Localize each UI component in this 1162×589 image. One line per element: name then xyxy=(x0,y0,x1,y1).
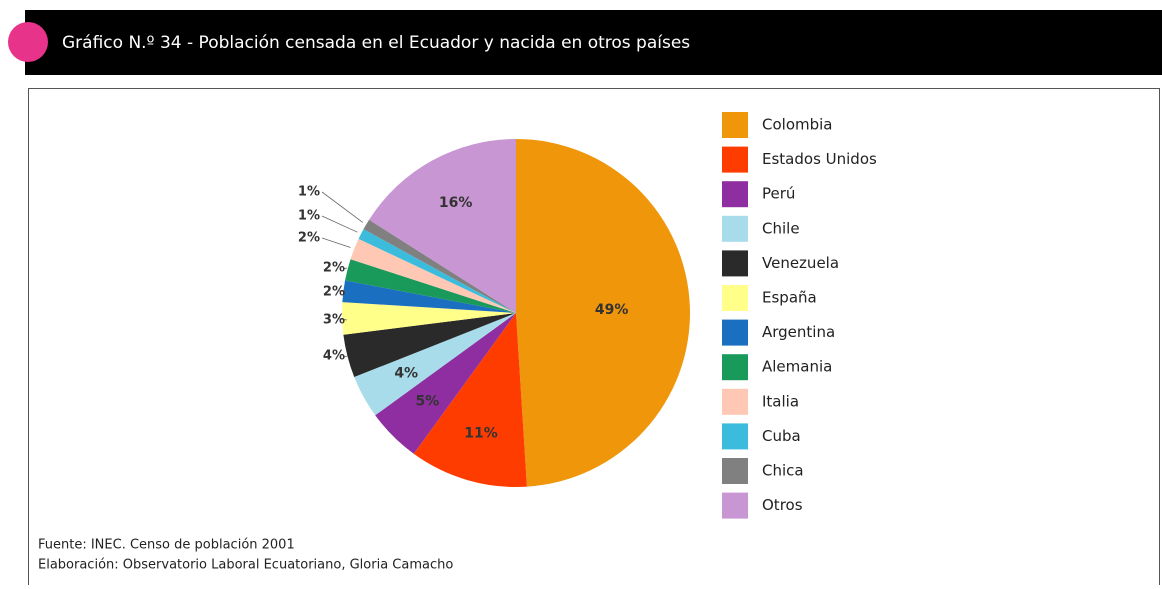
header-dot xyxy=(8,22,48,62)
source-note: Elaboración: Observatorio Laboral Ecuato… xyxy=(38,558,453,573)
legend-swatch xyxy=(722,285,748,311)
pie-slice xyxy=(413,313,527,487)
legend-label: Otros xyxy=(762,496,803,514)
pie-slice xyxy=(350,238,516,313)
value-label: 4% xyxy=(394,365,418,381)
leader-line xyxy=(321,191,364,223)
value-label: 3% xyxy=(323,313,345,328)
legend-swatch xyxy=(722,319,748,346)
legend-label: Italia xyxy=(762,392,799,410)
leader-line xyxy=(338,318,348,321)
pie-slice xyxy=(354,313,516,416)
legend-label: Colombia xyxy=(762,116,833,134)
legend-label: Perú xyxy=(762,185,795,203)
pie-slice xyxy=(363,219,516,313)
chart-title: Gráfico N.º 34 - Población censada en el… xyxy=(62,33,690,53)
value-label: 49% xyxy=(595,302,629,318)
value-label: 4% xyxy=(323,349,345,364)
legend-swatch xyxy=(722,181,748,208)
pie-slice xyxy=(358,229,516,313)
legend-swatch xyxy=(722,388,748,415)
legend-label: Venezuela xyxy=(762,254,839,272)
legend-label: Chile xyxy=(762,219,800,237)
value-label: 2% xyxy=(298,231,320,246)
legend-swatch xyxy=(722,423,748,450)
value-label: 16% xyxy=(439,195,473,211)
pie-slice xyxy=(342,302,516,335)
legend-swatch xyxy=(722,492,748,519)
value-label: 2% xyxy=(323,285,345,300)
leader-line xyxy=(343,355,348,358)
value-label: 2% xyxy=(323,261,345,276)
legend-swatch xyxy=(722,354,748,381)
pie-slice xyxy=(342,280,516,313)
legend-swatch xyxy=(722,146,748,173)
value-label: 5% xyxy=(416,394,440,410)
value-label: 11% xyxy=(464,425,498,441)
legend-swatch xyxy=(722,215,748,242)
header-bar xyxy=(25,10,1162,75)
legend-label: Chica xyxy=(762,462,804,480)
legend-swatch xyxy=(722,250,748,277)
legend-swatch xyxy=(722,458,748,484)
pie-slice xyxy=(343,313,516,378)
legend-label: España xyxy=(762,289,817,307)
value-label: 1% xyxy=(298,209,320,224)
legend-label: Cuba xyxy=(762,427,801,445)
pie-slice xyxy=(516,139,691,487)
pie-slice xyxy=(369,139,516,313)
legend-label: Estados Unidos xyxy=(762,150,877,168)
legend-label: Alemania xyxy=(762,358,832,376)
legend-label: Argentina xyxy=(762,323,835,341)
leader-line xyxy=(339,290,348,293)
leader-line xyxy=(321,215,358,233)
legend-swatch xyxy=(722,112,748,138)
source-note: Fuente: INEC. Censo de población 2001 xyxy=(38,538,295,553)
pie-slice xyxy=(345,259,516,313)
leader-line xyxy=(321,237,351,248)
leader-line xyxy=(343,267,348,270)
pie-slice xyxy=(375,313,516,454)
value-label: 1% xyxy=(298,185,320,200)
